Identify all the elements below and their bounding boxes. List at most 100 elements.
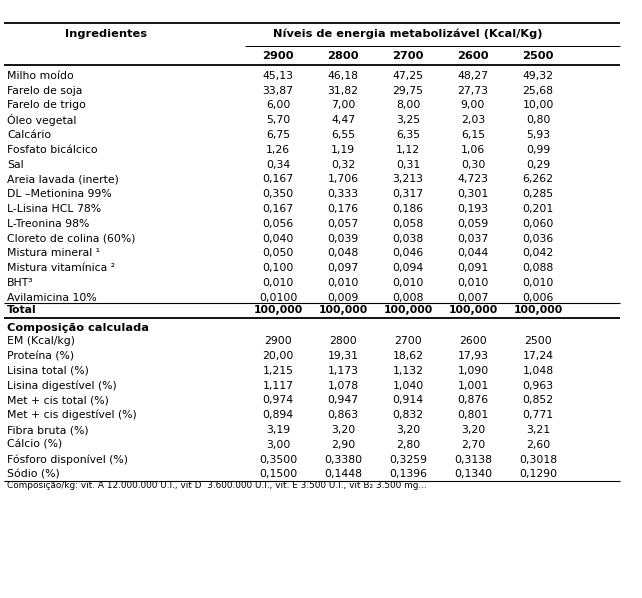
Text: Composição calculada: Composição calculada [7, 323, 149, 333]
Text: 2800: 2800 [327, 51, 359, 60]
Text: 100,000: 100,000 [254, 304, 302, 315]
Text: 0,974: 0,974 [263, 395, 293, 405]
Text: 0,048: 0,048 [327, 248, 359, 258]
Text: 4,47: 4,47 [331, 115, 355, 125]
Text: 2800: 2800 [329, 336, 357, 346]
Text: 0,036: 0,036 [523, 234, 553, 243]
Text: 1,173: 1,173 [327, 366, 358, 376]
Text: 0,050: 0,050 [263, 248, 293, 258]
Text: L-Lisina HCL 78%: L-Lisina HCL 78% [7, 204, 101, 214]
Text: 0,852: 0,852 [523, 395, 553, 405]
Text: 46,18: 46,18 [327, 71, 358, 81]
Text: 0,3259: 0,3259 [389, 454, 427, 465]
Text: 0,1396: 0,1396 [389, 469, 427, 480]
Text: DL –Metionina 99%: DL –Metionina 99% [7, 189, 112, 199]
Text: 8,00: 8,00 [396, 100, 420, 111]
Text: 9,00: 9,00 [461, 100, 485, 111]
Text: 0,059: 0,059 [457, 219, 489, 229]
Text: 0,801: 0,801 [457, 410, 489, 420]
Text: 3,20: 3,20 [331, 425, 355, 435]
Text: 0,771: 0,771 [523, 410, 553, 420]
Text: Fósforo disponível (%): Fósforo disponível (%) [7, 454, 128, 465]
Text: 0,832: 0,832 [392, 410, 424, 420]
Text: 0,285: 0,285 [523, 189, 553, 199]
Text: 2900: 2900 [264, 336, 292, 346]
Text: 0,317: 0,317 [392, 189, 424, 199]
Text: 2600: 2600 [459, 336, 487, 346]
Text: 100,000: 100,000 [383, 304, 433, 315]
Text: 0,176: 0,176 [327, 204, 359, 214]
Text: 6,55: 6,55 [331, 130, 355, 140]
Text: 49,32: 49,32 [523, 71, 553, 81]
Text: 0,99: 0,99 [526, 145, 550, 155]
Text: 0,3138: 0,3138 [454, 454, 492, 465]
Text: 0,186: 0,186 [392, 204, 424, 214]
Text: 0,044: 0,044 [457, 248, 489, 258]
Text: Total: Total [7, 304, 37, 315]
Text: Óleo vegetal: Óleo vegetal [7, 114, 76, 126]
Text: 0,058: 0,058 [392, 219, 424, 229]
Text: 0,31: 0,31 [396, 160, 420, 170]
Text: 0,1340: 0,1340 [454, 469, 492, 480]
Text: 3,19: 3,19 [266, 425, 290, 435]
Text: 2500: 2500 [524, 336, 552, 346]
Text: 1,040: 1,040 [392, 380, 424, 390]
Text: 1,132: 1,132 [392, 366, 424, 376]
Text: 1,06: 1,06 [461, 145, 485, 155]
Text: 17,24: 17,24 [523, 351, 553, 361]
Text: 0,914: 0,914 [392, 395, 424, 405]
Text: 0,30: 0,30 [461, 160, 485, 170]
Text: 0,010: 0,010 [523, 278, 553, 288]
Text: 1,117: 1,117 [263, 380, 293, 390]
Text: 0,010: 0,010 [392, 278, 424, 288]
Text: 2,60: 2,60 [526, 440, 550, 450]
Text: 0,056: 0,056 [263, 219, 293, 229]
Text: 0,010: 0,010 [263, 278, 293, 288]
Text: 0,167: 0,167 [263, 204, 293, 214]
Text: 6,75: 6,75 [266, 130, 290, 140]
Text: Lisina digestível (%): Lisina digestível (%) [7, 380, 117, 391]
Text: 0,042: 0,042 [523, 248, 553, 258]
Text: 47,25: 47,25 [392, 71, 424, 81]
Text: 48,27: 48,27 [458, 71, 489, 81]
Text: 0,1500: 0,1500 [259, 469, 297, 480]
Text: 2900: 2900 [262, 51, 294, 60]
Text: 31,82: 31,82 [327, 86, 358, 96]
Text: 0,100: 0,100 [263, 263, 293, 273]
Text: 6,35: 6,35 [396, 130, 420, 140]
Text: 0,010: 0,010 [457, 278, 489, 288]
Text: 0,060: 0,060 [523, 219, 553, 229]
Text: Sal: Sal [7, 160, 24, 170]
Text: 0,876: 0,876 [458, 395, 489, 405]
Text: Proteína (%): Proteína (%) [7, 351, 74, 361]
Text: 3,21: 3,21 [526, 425, 550, 435]
Text: 0,007: 0,007 [457, 293, 489, 303]
Text: 0,350: 0,350 [263, 189, 293, 199]
Text: 27,73: 27,73 [458, 86, 489, 96]
Text: 0,3018: 0,3018 [519, 454, 557, 465]
Text: 1,26: 1,26 [266, 145, 290, 155]
Text: 4,723: 4,723 [458, 175, 489, 184]
Text: 3,25: 3,25 [396, 115, 420, 125]
Text: 100,000: 100,000 [448, 304, 498, 315]
Text: Fibra bruta (%): Fibra bruta (%) [7, 425, 89, 435]
Text: Met + cis total (%): Met + cis total (%) [7, 395, 109, 405]
Text: Ingredientes: Ingredientes [65, 29, 148, 39]
Text: 2,90: 2,90 [331, 440, 355, 450]
Text: Fosfato bicálcico: Fosfato bicálcico [7, 145, 98, 155]
Text: 0,1290: 0,1290 [519, 469, 557, 480]
Text: 1,078: 1,078 [327, 380, 359, 390]
Text: 1,215: 1,215 [263, 366, 293, 376]
Text: 0,038: 0,038 [392, 234, 424, 243]
Text: 2700: 2700 [394, 336, 422, 346]
Text: 1,706: 1,706 [327, 175, 359, 184]
Text: 0,301: 0,301 [457, 189, 489, 199]
Text: 0,0100: 0,0100 [259, 293, 297, 303]
Text: 0,80: 0,80 [526, 115, 550, 125]
Text: 2,80: 2,80 [396, 440, 420, 450]
Text: Cloreto de colina (60%): Cloreto de colina (60%) [7, 234, 135, 243]
Text: 0,057: 0,057 [327, 219, 359, 229]
Text: 1,090: 1,090 [457, 366, 489, 376]
Text: 33,87: 33,87 [263, 86, 293, 96]
Text: 1,048: 1,048 [523, 366, 553, 376]
